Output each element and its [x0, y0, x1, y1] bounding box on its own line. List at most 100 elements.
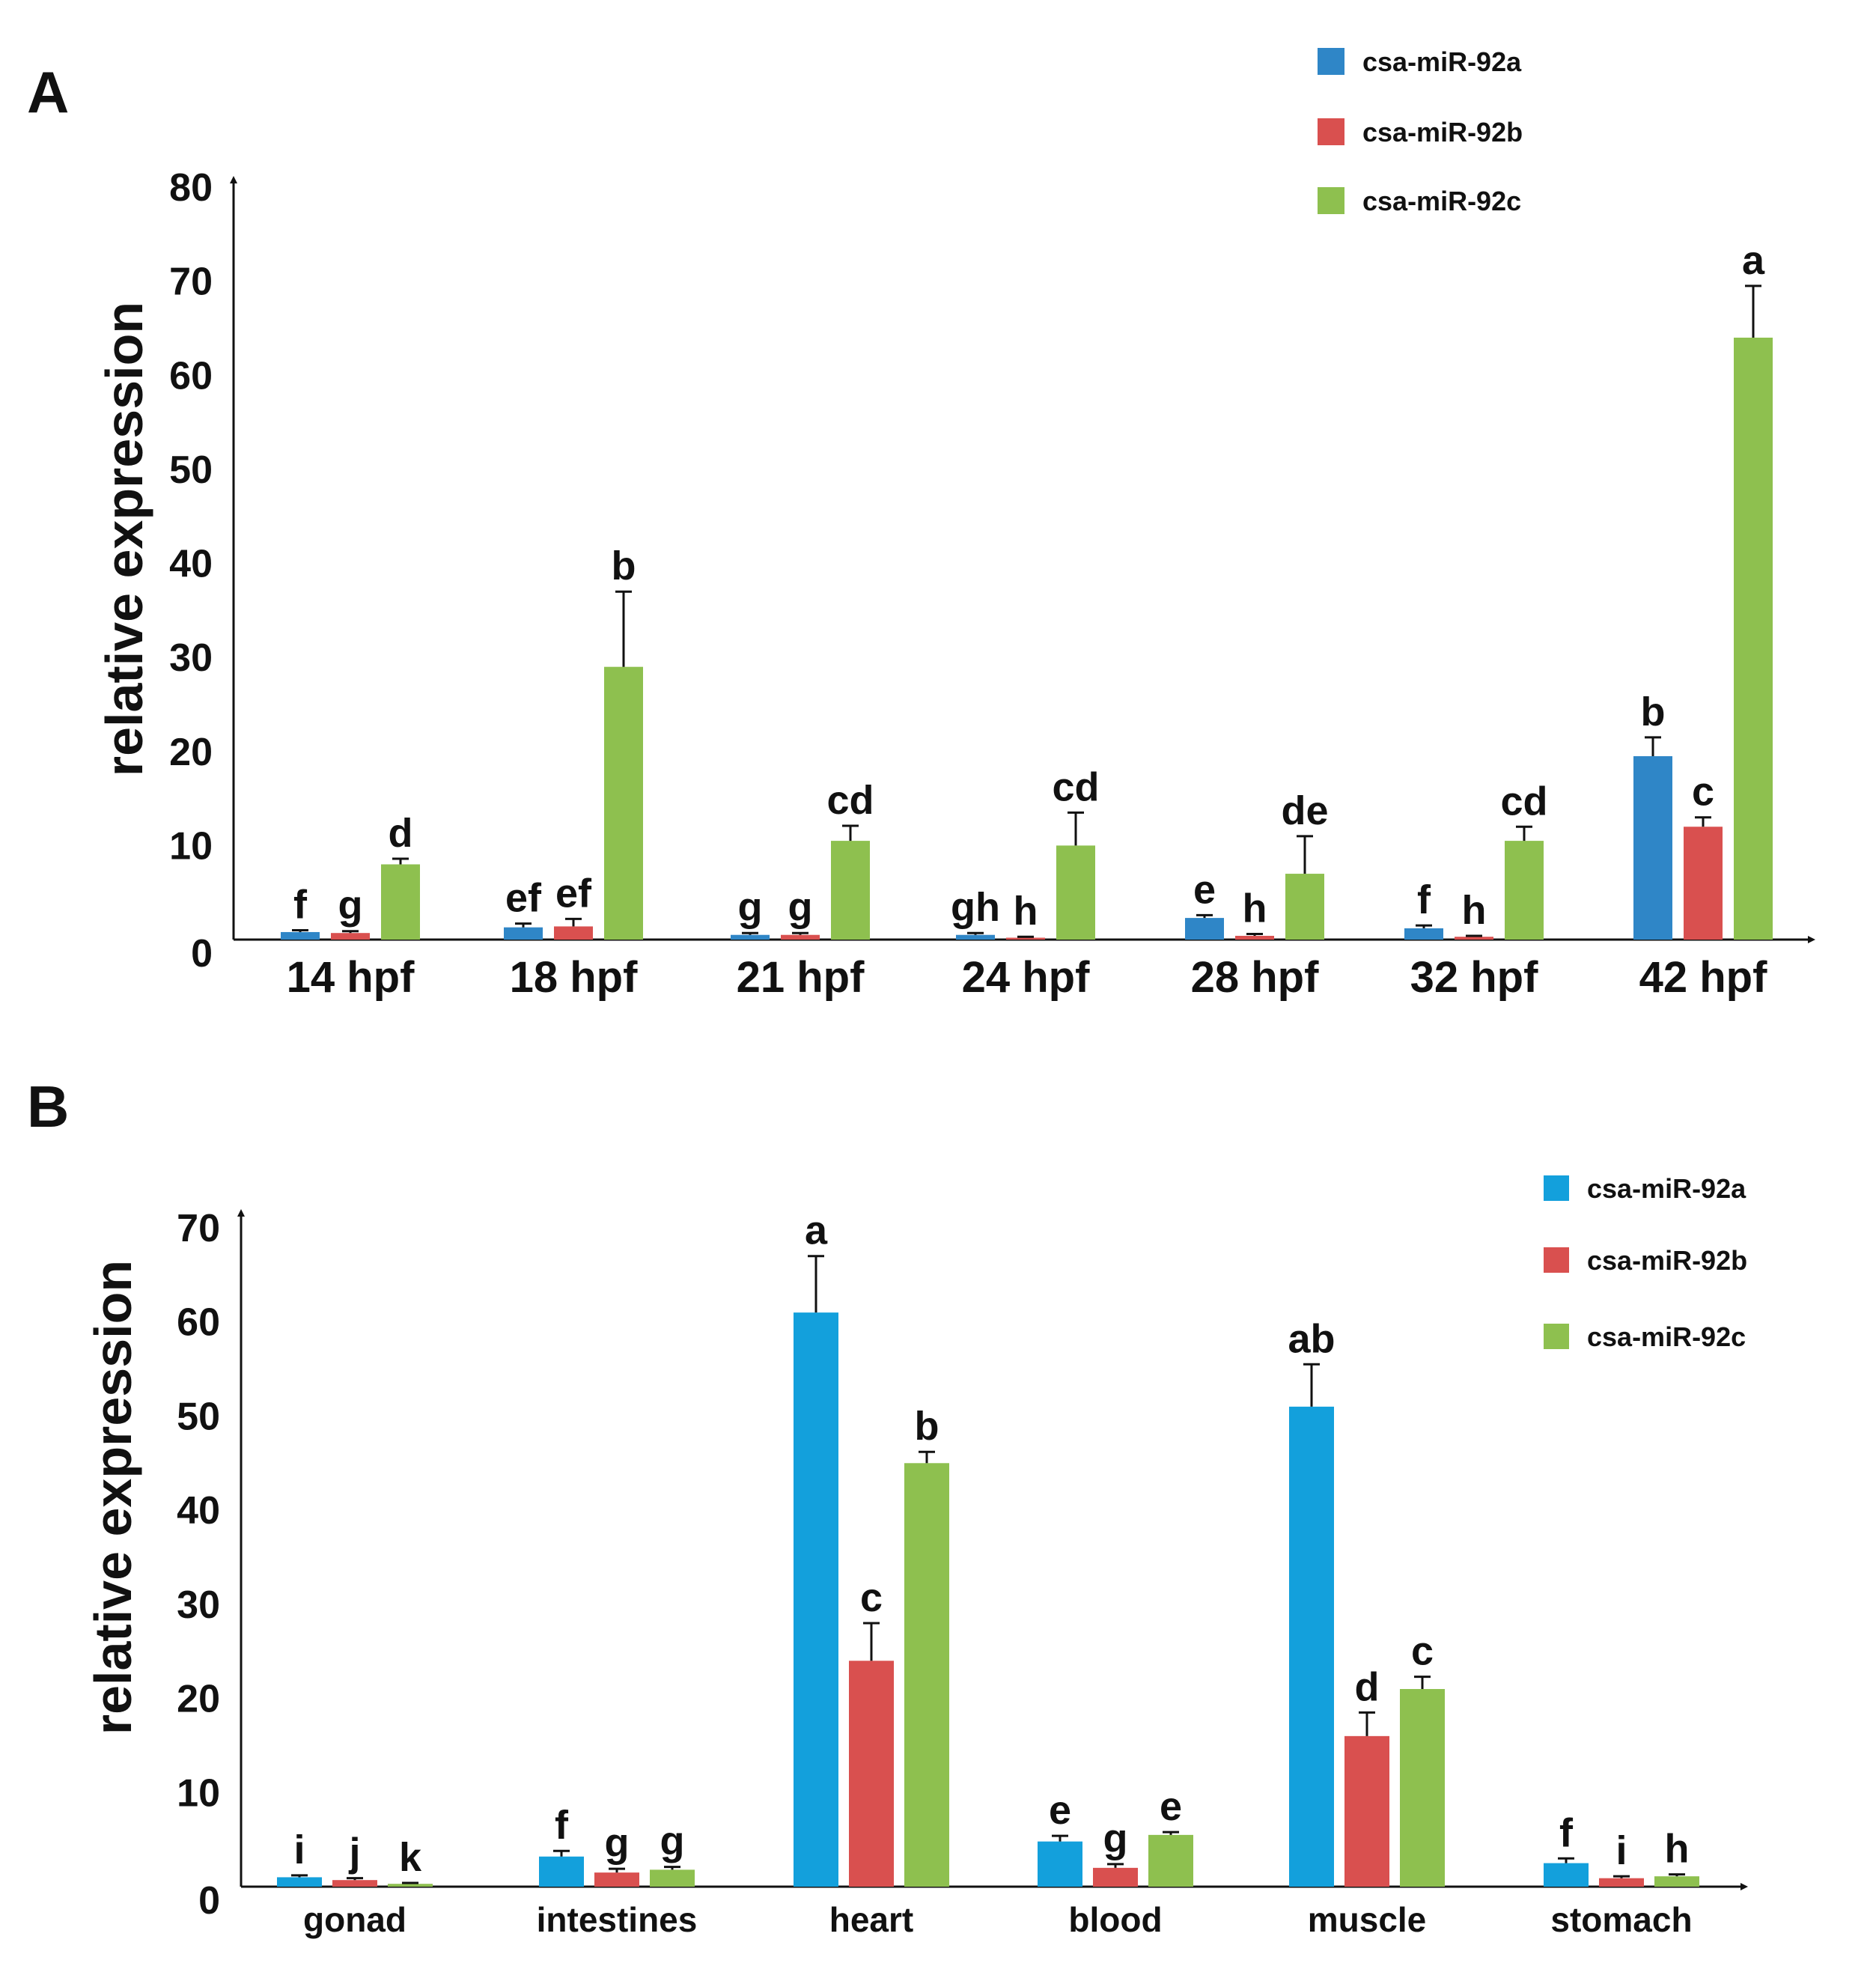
panel-b-legend-swatch [1544, 1324, 1569, 1349]
panel-b-legend-label: csa-miR-92a [1587, 1173, 1746, 1204]
panel-b-significance-letter: i [1615, 1828, 1627, 1873]
panel-b-significance-letter: i [293, 1828, 305, 1872]
panel-a-significance-letter: c [1692, 770, 1714, 815]
panel-a-significance-letter: d [389, 811, 413, 856]
panel-a-bar-csa-miR-92a [1633, 756, 1672, 940]
panel-b-significance-letter: e [1049, 1788, 1071, 1833]
panel-b-significance-letter: f [1559, 1810, 1574, 1855]
panel-b-significance-letter: b [915, 1404, 939, 1449]
panel-a-significance-letter: h [1243, 886, 1267, 931]
panel-b-significance-letter: c [1411, 1629, 1434, 1674]
panel-a-bar-csa-miR-92a [731, 934, 770, 940]
panel-b-y-tick-label: 70 [177, 1207, 220, 1250]
panel-a-significance-letter: h [1014, 889, 1038, 934]
panel-a-significance-letter: a [1742, 238, 1765, 283]
panel-b-letter: B [27, 1074, 69, 1139]
panel-a-y-tick-label: 60 [169, 354, 213, 398]
panel-a-bar-csa-miR-92c [1505, 841, 1544, 940]
panel-b-bar-csa-miR-92b [1344, 1735, 1389, 1887]
panel-b-bar-csa-miR-92c [1148, 1834, 1193, 1887]
panel-a-significance-letter: cd [1500, 779, 1547, 824]
panel-b-legend-swatch [1544, 1247, 1569, 1273]
panel-b-category-label: blood [1068, 1900, 1162, 1939]
panel-a-legend-label: csa-miR-92b [1362, 117, 1523, 147]
panel-b-y-tick-label: 30 [177, 1583, 220, 1627]
panel-a-letter: A [27, 59, 69, 125]
panel-a-bar-csa-miR-92c [1734, 338, 1773, 940]
panel-a-significance-letter: ef [505, 876, 542, 921]
panel-a-significance-letter: b [1641, 690, 1666, 734]
panel-b-bar-csa-miR-92b [594, 1872, 639, 1887]
panel-a-significance-letter: cd [826, 778, 874, 823]
panel-b-category-label: stomach [1550, 1900, 1692, 1939]
panel-b-category-label: muscle [1308, 1900, 1427, 1939]
panel-a-significance-letter: e [1193, 867, 1216, 912]
panel-b-bar-csa-miR-92a [1289, 1406, 1334, 1887]
panel-b-significance-letter: c [860, 1575, 883, 1620]
panel-b-legend-label: csa-miR-92b [1587, 1245, 1747, 1276]
panel-b-y-tick-label: 10 [177, 1771, 220, 1815]
panel-b-y-axis-title: relative expression [84, 1260, 142, 1735]
panel-b-bar-csa-miR-92b [849, 1661, 894, 1887]
panel-b-significance-letter: j [348, 1831, 360, 1875]
panel-a-bar-csa-miR-92b [1235, 935, 1274, 940]
panel-b-significance-letter: e [1160, 1784, 1182, 1829]
panel-b-significance-letter: h [1665, 1827, 1690, 1872]
panel-a-significance-letter: f [293, 882, 308, 927]
panel-b-significance-letter: d [1355, 1664, 1380, 1709]
panel-a-significance-letter: h [1462, 888, 1487, 933]
panel-b-bar-csa-miR-92b [1599, 1878, 1644, 1887]
panel-b-y-tick-label: 50 [177, 1395, 220, 1438]
panel-b-y-tick-label: 60 [177, 1301, 220, 1345]
panel-b-significance-letter: k [399, 1835, 422, 1880]
panel-b-legend-label: csa-miR-92c [1587, 1321, 1746, 1352]
panel-a-significance-letter: ef [555, 871, 592, 916]
panel-a-significance-letter: g [338, 883, 363, 928]
panel-b-category-label: intestines [537, 1900, 698, 1939]
panel-b-y-tick-label: 20 [177, 1678, 220, 1721]
panel-a-bar-csa-miR-92c [381, 864, 420, 940]
panel-a-y-tick-label: 20 [169, 731, 213, 774]
panel-b-bar-csa-miR-92b [332, 1880, 377, 1887]
panel-b-significance-letter: g [605, 1821, 630, 1866]
panel-b-significance-letter: ab [1288, 1316, 1335, 1361]
panel-a-bar-csa-miR-92c [604, 666, 643, 940]
panel-b-bar-csa-miR-92a [277, 1877, 322, 1887]
panel-a-y-tick-label: 70 [169, 261, 213, 304]
panel-a-category-label: 42 hpf [1639, 953, 1767, 1002]
panel-a-legend-swatch [1318, 187, 1344, 214]
panel-a-significance-letter: cd [1052, 764, 1099, 809]
panel-b-legend-swatch [1544, 1175, 1569, 1201]
panel-a-bar-csa-miR-92b [1455, 937, 1493, 940]
panel-b-category-label: heart [829, 1900, 913, 1939]
panel-a-y-tick-label: 30 [169, 636, 213, 680]
panel-b-y-tick-label: 0 [198, 1879, 220, 1923]
panel-b-category-label: gonad [303, 1900, 406, 1939]
panel-a-y-tick-label: 40 [169, 543, 213, 586]
panel-b-bar-csa-miR-92b [1093, 1867, 1138, 1887]
panel-a-significance-letter: de [1281, 788, 1328, 833]
panel-a-category-label: 21 hpf [737, 953, 865, 1002]
panel-b-significance-letter: g [660, 1819, 685, 1864]
panel-b-bar-csa-miR-92a [539, 1856, 584, 1887]
panel-a-bar-csa-miR-92c [1285, 874, 1324, 940]
panel-a-bar-csa-miR-92b [1006, 937, 1045, 940]
panel-a-bar-csa-miR-92b [331, 933, 370, 940]
panel-a-legend-label: csa-miR-92a [1362, 46, 1522, 77]
panel-b-bar-csa-miR-92a [794, 1312, 838, 1887]
panel-b-bar-csa-miR-92c [904, 1463, 949, 1887]
panel-a-y-axis-title: relative expression [95, 302, 153, 776]
panel-b-bar-csa-miR-92a [1544, 1863, 1589, 1887]
panel-b-bar-csa-miR-92c [1654, 1876, 1699, 1887]
panel-a-bar-csa-miR-92a [1185, 918, 1224, 940]
panel-a-legend-swatch [1318, 118, 1344, 145]
panel-a-category-label: 28 hpf [1191, 953, 1319, 1002]
panel-b-significance-letter: a [805, 1208, 828, 1253]
panel-a-bar-csa-miR-92a [281, 931, 320, 940]
panel-a-significance-letter: gh [951, 885, 1000, 930]
panel-b-bar-csa-miR-92c [1400, 1689, 1445, 1887]
panel-b-y-tick-label: 40 [177, 1489, 220, 1533]
panel-b-significance-letter: g [1103, 1816, 1128, 1861]
panel-a-bar-csa-miR-92b [781, 934, 820, 940]
panel-a-bar-csa-miR-92a [956, 934, 995, 940]
